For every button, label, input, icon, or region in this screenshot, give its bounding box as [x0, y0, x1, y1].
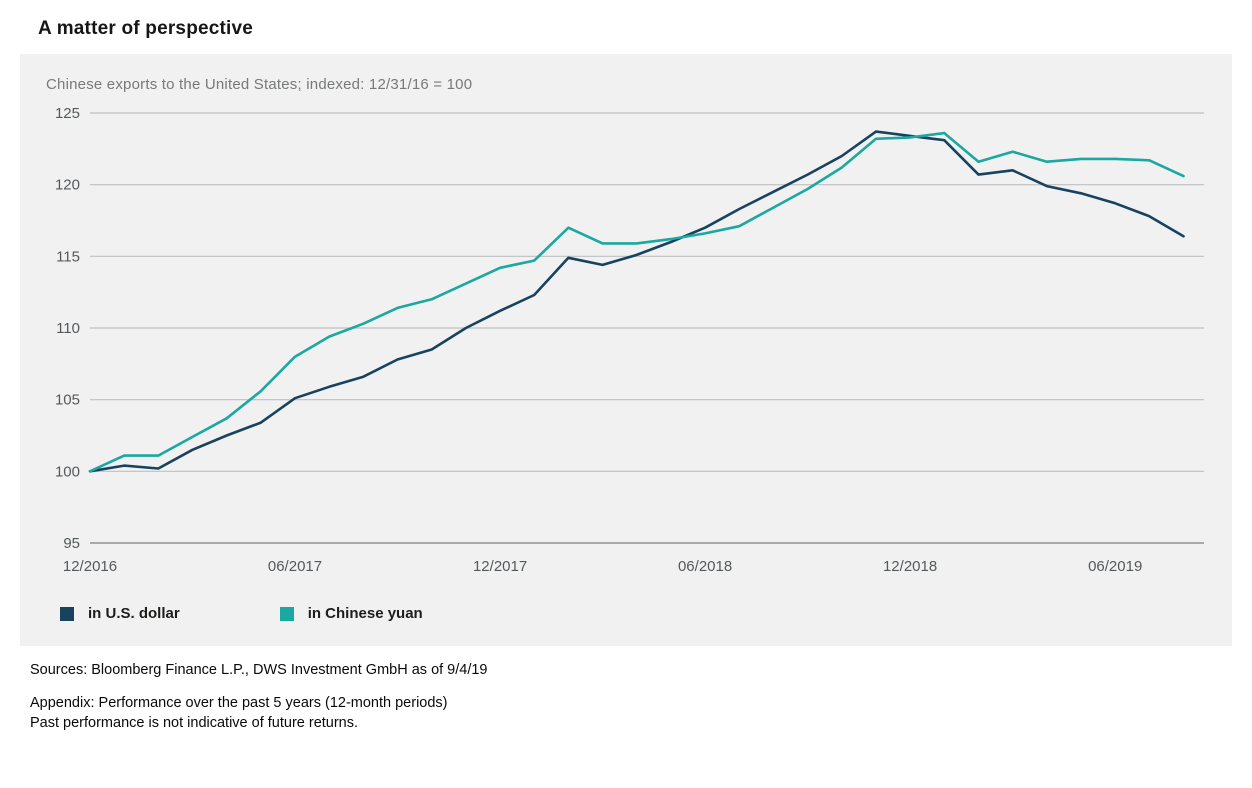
svg-text:06/2018: 06/2018	[678, 558, 732, 575]
svg-text:105: 105	[55, 392, 80, 409]
svg-text:06/2017: 06/2017	[268, 558, 322, 575]
legend-label-usd: in U.S. dollar	[88, 605, 180, 622]
svg-text:06/2019: 06/2019	[1088, 558, 1142, 575]
chart-legend: in U.S. dollar in Chinese yuan	[46, 605, 1206, 622]
sources-note: Sources: Bloomberg Finance L.P., DWS Inv…	[30, 662, 488, 678]
svg-text:100: 100	[55, 463, 80, 480]
yuan-series-swatch-icon	[279, 606, 294, 621]
page-title: A matter of perspective	[38, 18, 254, 39]
legend-label-yuan: in Chinese yuan	[307, 605, 423, 622]
svg-text:12/2017: 12/2017	[473, 558, 527, 575]
appendix-line-1: Appendix: Performance over the past 5 ye…	[30, 695, 448, 711]
svg-text:125: 125	[55, 105, 80, 122]
usd-series-swatch-icon	[60, 606, 74, 621]
appendix-note: Appendix: Performance over the past 5 ye…	[30, 694, 1252, 733]
svg-text:95: 95	[63, 535, 80, 552]
line-chart: 95 100 105 110 115 120 125 12/2016 06/2017 12/201…	[55, 105, 1204, 575]
appendix-line-2: Past performance is not indicative of fu…	[30, 714, 359, 731]
legend-item-yuan: in Chinese yuan	[279, 605, 423, 622]
svg-text:12/2016: 12/2016	[63, 558, 117, 575]
svg-text:110: 110	[56, 320, 80, 337]
svg-text:115: 115	[56, 248, 80, 265]
svg-text:12/2018: 12/2018	[883, 558, 937, 575]
legend-item-usd: in U.S. dollar	[60, 605, 180, 622]
chart-panel: Chinese exports to the United States; in…	[20, 54, 1232, 646]
svg-text:120: 120	[55, 177, 80, 194]
chart-subtitle: Chinese exports to the United States; in…	[46, 76, 473, 93]
